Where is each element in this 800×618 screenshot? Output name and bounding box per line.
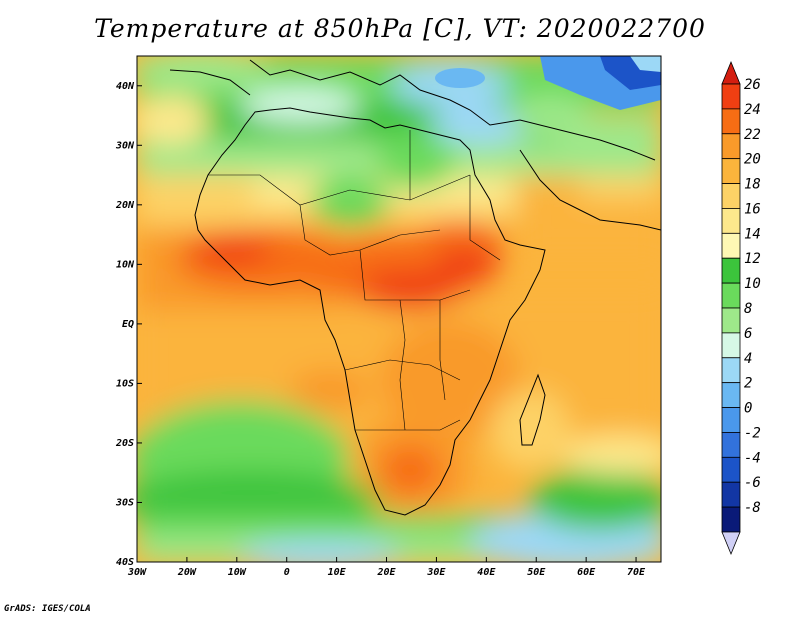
colorbar-label: -6: [744, 475, 761, 491]
colorbar-swatch: [721, 282, 741, 309]
colorbar-label: 0: [744, 401, 752, 417]
colorbar-label: -8: [744, 500, 761, 516]
lat-tick-label: 20N: [115, 200, 135, 211]
colorbar-swatch: [721, 108, 741, 135]
colorbar-swatch: [721, 83, 741, 110]
lat-tick-label: EQ: [122, 319, 134, 330]
colorbar-swatch: [721, 208, 741, 234]
colorbar-swatch: [721, 456, 741, 483]
colorbar-label: 4: [744, 351, 752, 367]
colorbar-label: -2: [744, 425, 761, 441]
country-borders: [208, 130, 501, 431]
lon-tick-label: 20W: [177, 567, 197, 578]
colorbar-top-arrow: [721, 60, 741, 85]
colorbar-bottom-arrow: [721, 531, 741, 556]
plot-frame: [136, 55, 662, 563]
lon-tick-label: 50E: [527, 567, 546, 578]
colorbar-label: -4: [744, 450, 761, 466]
lon-tick-label: 10W: [228, 567, 247, 578]
lon-tick-label: 0: [284, 567, 290, 578]
lat-tick-label: 40S: [116, 557, 134, 568]
lat-tick-label: 20S: [115, 438, 134, 449]
lat-tick-label: 30S: [115, 497, 134, 508]
lat-tick-label: 10N: [116, 259, 135, 270]
colorbar-swatch: [721, 183, 741, 209]
latitude-axis: 40S 30S 20S 10S EQ 10N 20N 30N 40N: [115, 81, 142, 568]
colorbar-swatch: [721, 332, 741, 359]
colorbar-swatch: [721, 407, 741, 433]
colorbar-label: 20: [744, 152, 761, 168]
colorbar-label: 18: [744, 177, 761, 193]
colorbar-label: 16: [744, 201, 761, 217]
colorbar-label: 24: [744, 102, 761, 118]
colorbar-label: 12: [744, 251, 761, 267]
colorbar-swatch: [721, 432, 741, 458]
coastlines: [169, 59, 661, 516]
temperature-field: [137, 56, 661, 562]
colorbar-swatch: [721, 133, 741, 160]
colorbar-swatch: [721, 382, 741, 408]
colorbar-swatch: [721, 232, 741, 259]
colorbar-swatch: [721, 506, 741, 533]
colorbar-swatch: [721, 307, 741, 334]
colorbar-swatch: [721, 357, 741, 384]
lon-tick-label: 70E: [627, 567, 646, 578]
colorbar-label: 10: [744, 276, 761, 292]
colorbar-swatch: [721, 481, 741, 508]
colorbar-label: 8: [744, 301, 752, 317]
lon-tick-label: 40E: [477, 567, 496, 578]
lon-tick-label: 30W: [127, 567, 147, 578]
colorbar-label: 14: [744, 226, 761, 242]
lon-tick-label: 60E: [577, 567, 596, 578]
lat-tick-label: 10S: [116, 378, 134, 389]
longitude-axis: 30W 20W 10W 0 10E 20E 30E 40E 50E 60E 70E: [127, 557, 646, 578]
colorbar-label: 6: [744, 326, 752, 342]
grads-credit: GrADS: IGES/COLA: [4, 604, 91, 614]
colorbar-label: 2: [744, 376, 752, 392]
lon-tick-label: 20E: [376, 567, 396, 578]
lat-tick-label: 40N: [116, 81, 135, 92]
colorbar-label: 22: [744, 127, 761, 143]
map-title: Temperature at 850hPa [C], VT: 202002270…: [94, 14, 706, 43]
colorbar-swatch: [721, 158, 741, 184]
lon-tick-label: 30E: [426, 567, 446, 578]
lat-tick-label: 30N: [115, 140, 135, 151]
lon-tick-label: 10E: [328, 567, 347, 578]
colorbar-swatch: [721, 257, 741, 284]
colorbar-label: 26: [744, 77, 761, 93]
